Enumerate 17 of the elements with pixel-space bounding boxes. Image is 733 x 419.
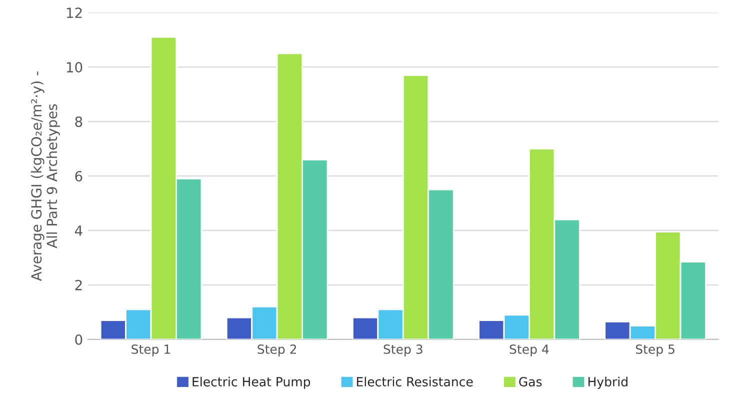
- x-tick-label: Step 1: [132, 344, 170, 356]
- legend-label: Hybrid: [588, 376, 628, 389]
- y-tick-label: 2: [75, 280, 82, 290]
- x-tick-label: Step 5: [636, 344, 674, 356]
- y-tick-label: 6: [75, 170, 82, 182]
- x-tick-label: Step 4: [510, 344, 549, 356]
- x-tick-label: Step 2: [258, 344, 296, 356]
- y-tick-label: 8: [75, 116, 82, 127]
- y-tick-label: 12: [66, 8, 82, 18]
- y-tick-label: 0: [75, 334, 82, 345]
- legend-label: Electric Resistance: [356, 376, 473, 386]
- y-axis-title: Average GHGI (kgCO₂e/m²·y) - All Part 9 Archetypes: [30, 72, 60, 281]
- y-tick-label: 4: [74, 226, 82, 236]
- y-tick-label: 10: [66, 62, 82, 73]
- legend-label: Electric Heat Pump: [192, 376, 310, 389]
- x-tick-label: Step 3: [384, 344, 422, 356]
- legend-label: Gas: [519, 377, 542, 386]
